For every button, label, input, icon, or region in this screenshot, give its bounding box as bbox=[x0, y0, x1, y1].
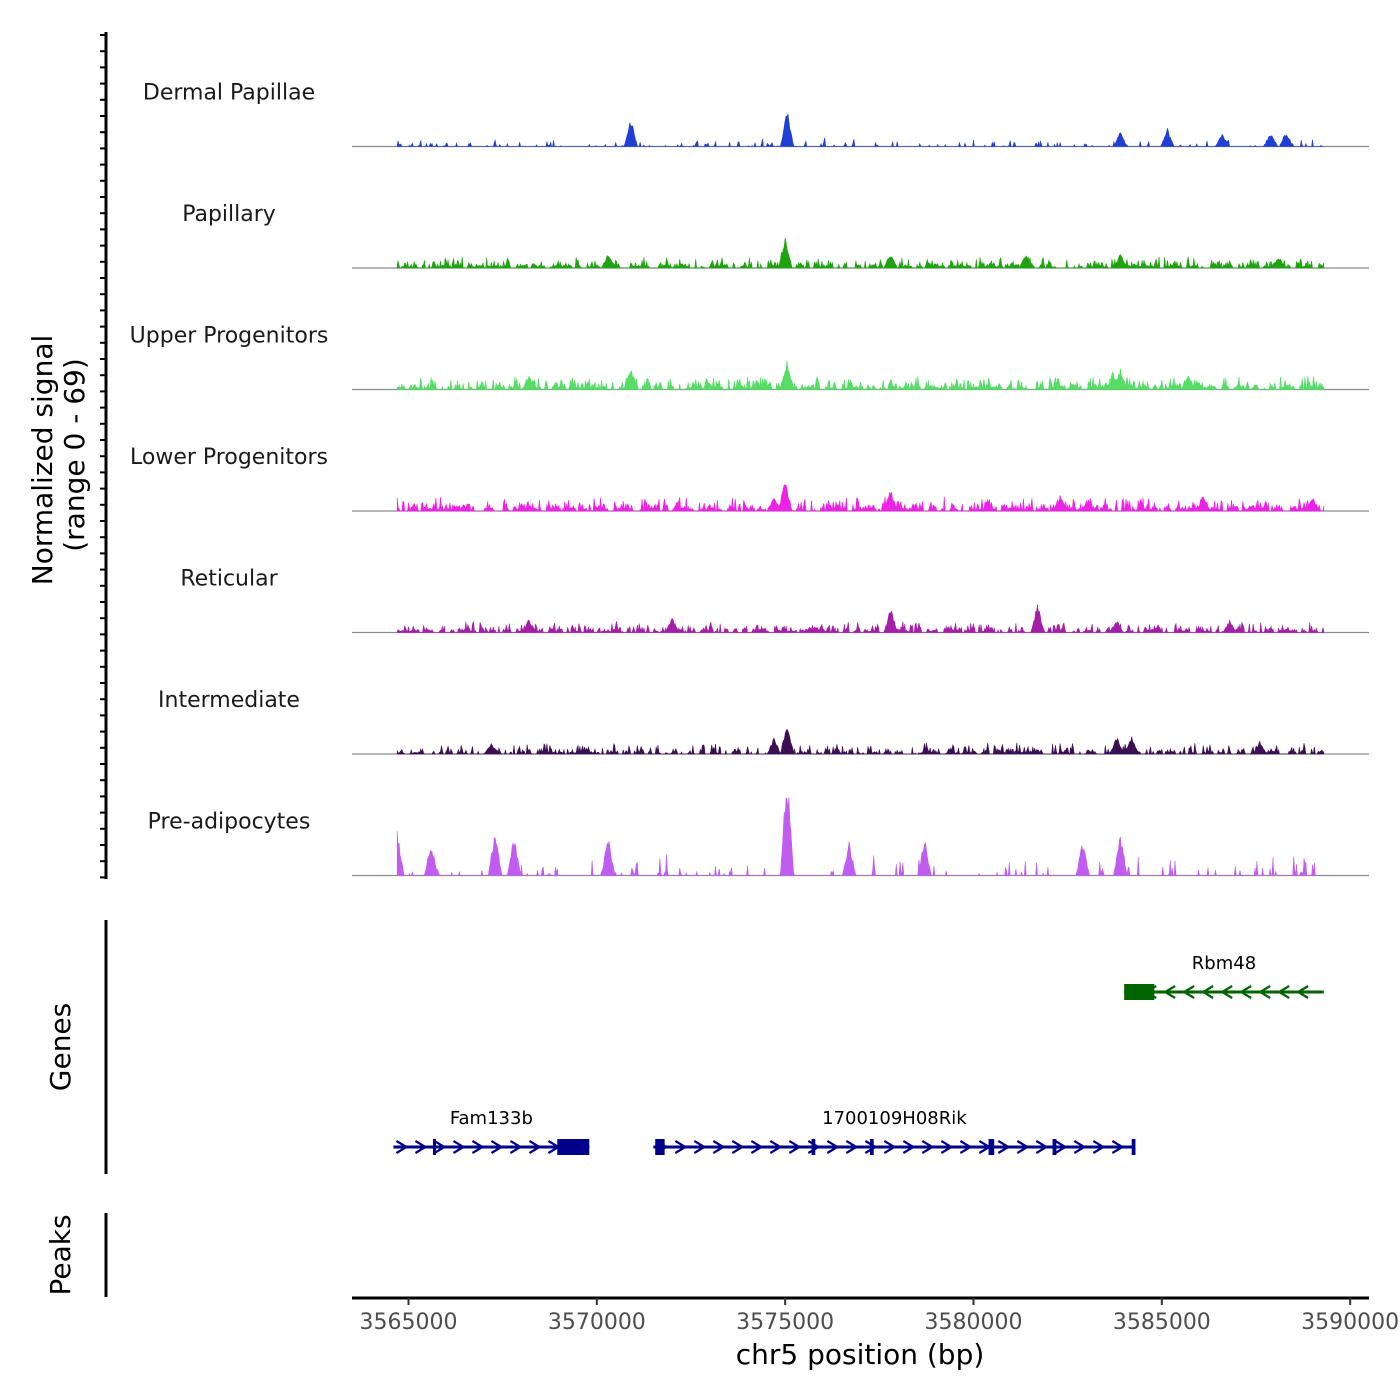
coverage-y-axis-label-line2: (range 0 - 69) bbox=[58, 358, 91, 552]
exon-block bbox=[432, 1139, 436, 1155]
track-upper-progenitors: Upper Progenitors bbox=[130, 324, 1369, 391]
track-papillary: Papillary bbox=[182, 202, 1369, 269]
strand-chevron bbox=[674, 1140, 688, 1154]
track-label: Pre-adipocytes bbox=[148, 810, 311, 835]
peaks-panel-label: Peaks bbox=[44, 1214, 77, 1295]
strand-chevron bbox=[1016, 1140, 1030, 1154]
strand-chevron bbox=[826, 1140, 840, 1154]
strand-chevron bbox=[997, 1140, 1011, 1154]
strand-chevron bbox=[433, 1140, 447, 1154]
strand-chevron bbox=[414, 1140, 428, 1154]
track-label: Intermediate bbox=[158, 688, 300, 713]
track-dermal-papillae: Dermal Papillae bbox=[143, 81, 1369, 148]
strand-chevron bbox=[921, 1140, 935, 1154]
gene-rbm48: Rbm48 bbox=[1124, 953, 1324, 1000]
exon-block bbox=[557, 1139, 590, 1155]
track-label: Upper Progenitors bbox=[130, 324, 329, 349]
strand-chevron bbox=[1277, 985, 1290, 999]
x-tick-label: 3590000 bbox=[1301, 1310, 1399, 1335]
exon-block bbox=[1124, 984, 1155, 1000]
strand-chevron bbox=[1296, 985, 1309, 999]
strand-chevron bbox=[902, 1140, 916, 1154]
gene-models: Rbm48 Fam133b 1700109H08Rik bbox=[393, 953, 1324, 1155]
track-label: Lower Progenitors bbox=[130, 445, 328, 470]
strand-chevron bbox=[731, 1140, 745, 1154]
signal-area bbox=[396, 113, 1324, 148]
exon-block bbox=[1052, 1139, 1057, 1155]
strand-chevron bbox=[1163, 985, 1176, 999]
track-lower-progenitors: Lower Progenitors bbox=[130, 445, 1369, 512]
strand-chevron bbox=[1092, 1140, 1106, 1154]
coverage-panel: Normalized signal (range 0 - 69) Dermal … bbox=[26, 32, 1369, 879]
strand-chevron bbox=[1111, 1140, 1125, 1154]
strand-chevron bbox=[1182, 985, 1195, 999]
signal-area bbox=[396, 237, 1325, 269]
track-label: Dermal Papillae bbox=[143, 81, 315, 106]
x-tick-label: 3575000 bbox=[736, 1310, 834, 1335]
gene-fam133b: Fam133b bbox=[393, 1108, 590, 1155]
strand-chevron bbox=[864, 1140, 878, 1154]
gene-label: Rbm48 bbox=[1192, 953, 1256, 974]
strand-chevron bbox=[959, 1140, 973, 1154]
genes-panel: Genes Rbm48 Fam133b 1700109H08Rik bbox=[44, 920, 1324, 1174]
x-tick-label: 3580000 bbox=[925, 1310, 1023, 1335]
strand-chevron bbox=[769, 1140, 783, 1154]
strand-chevron bbox=[471, 1140, 485, 1154]
coverage-y-axis-label-line1: Normalized signal bbox=[26, 335, 59, 586]
exon-block bbox=[988, 1139, 995, 1155]
coverage-tracks: Dermal Papillae Papillary Upper Progenitor… bbox=[130, 81, 1369, 877]
strand-chevron bbox=[940, 1140, 954, 1154]
strand-chevron bbox=[1239, 985, 1252, 999]
strand-chevron bbox=[693, 1140, 707, 1154]
track-intermediate: Intermediate bbox=[158, 688, 1369, 756]
strand-chevron bbox=[1073, 1140, 1087, 1154]
strand-chevron bbox=[452, 1140, 466, 1154]
gene-label: Fam133b bbox=[450, 1108, 533, 1129]
x-tick-label: 3570000 bbox=[548, 1310, 646, 1335]
x-tick-label: 3565000 bbox=[360, 1310, 458, 1335]
x-axis: 3565000 3570000 3575000 3580000 3585000 35900… bbox=[352, 1296, 1399, 1371]
gene-label: 1700109H08Rik bbox=[822, 1108, 967, 1129]
strand-chevron bbox=[788, 1140, 802, 1154]
x-tick-label: 3585000 bbox=[1113, 1310, 1211, 1335]
exon-block bbox=[811, 1139, 816, 1155]
strand-chevron bbox=[490, 1140, 504, 1154]
track-label: Papillary bbox=[182, 202, 276, 227]
strand-chevron bbox=[845, 1140, 859, 1154]
track-reticular: Reticular bbox=[180, 567, 1369, 634]
signal-area bbox=[396, 797, 1324, 877]
strand-chevron bbox=[528, 1140, 542, 1154]
strand-chevron bbox=[1258, 985, 1271, 999]
signal-area bbox=[396, 728, 1325, 756]
exon-block bbox=[1131, 1139, 1136, 1155]
x-axis-ticks: 3565000 3570000 3575000 3580000 3585000 35900… bbox=[360, 1298, 1399, 1335]
strand-chevron bbox=[1054, 1140, 1068, 1154]
coverage-y-axis-ticks bbox=[100, 34, 106, 879]
exon-block bbox=[655, 1139, 665, 1155]
strand-chevron bbox=[1201, 985, 1214, 999]
strand-chevron bbox=[395, 1140, 409, 1154]
strand-chevron bbox=[750, 1140, 764, 1154]
strand-chevron bbox=[712, 1140, 726, 1154]
strand-chevron bbox=[1220, 985, 1233, 999]
peaks-panel: Peaks bbox=[44, 1213, 108, 1297]
strand-chevron bbox=[1035, 1140, 1049, 1154]
x-axis-title: chr5 position (bp) bbox=[736, 1338, 985, 1371]
strand-chevron bbox=[509, 1140, 523, 1154]
signal-area bbox=[396, 360, 1325, 391]
gene-1700109h08rik: 1700109H08Rik bbox=[653, 1108, 1136, 1155]
strand-chevron bbox=[883, 1140, 897, 1154]
signal-area bbox=[396, 484, 1325, 512]
exon-block bbox=[869, 1139, 874, 1155]
genes-panel-label: Genes bbox=[44, 1003, 77, 1091]
signal-area bbox=[396, 604, 1325, 634]
track-pre-adipocytes: Pre-adipocytes bbox=[148, 797, 1369, 877]
track-label: Reticular bbox=[180, 567, 278, 592]
